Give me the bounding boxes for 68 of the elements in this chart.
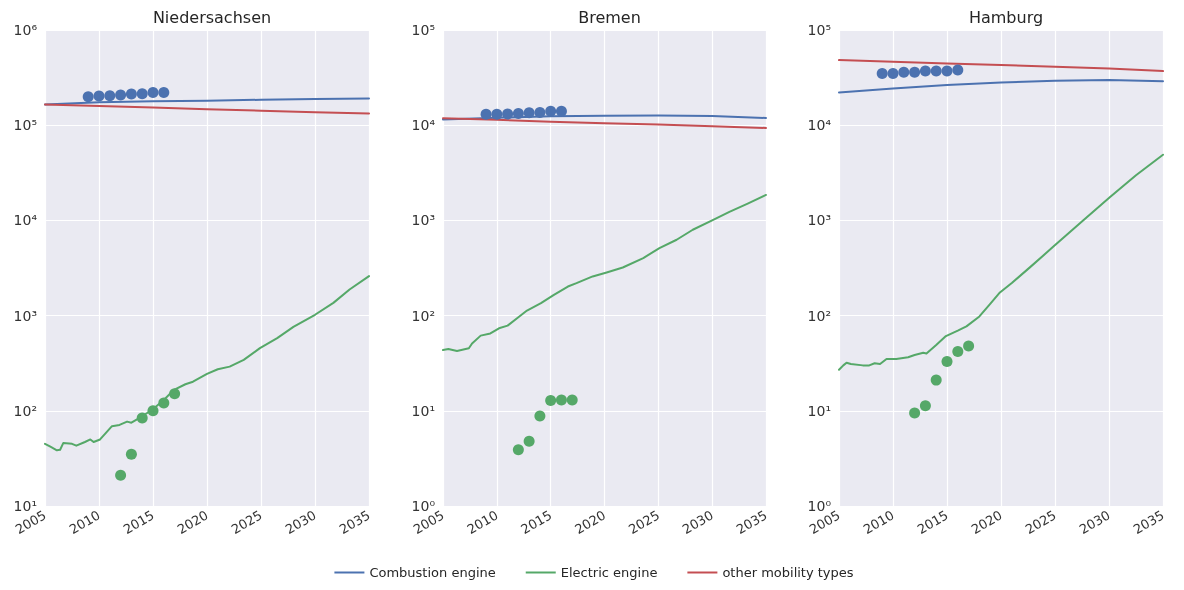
point xyxy=(919,400,931,412)
point xyxy=(169,388,181,400)
point xyxy=(115,89,127,101)
point xyxy=(952,64,964,76)
chart-title: Hamburg xyxy=(968,7,1044,27)
y-tick-label: 10³ xyxy=(411,212,435,229)
point xyxy=(136,412,148,424)
y-tick-label: 10² xyxy=(411,307,435,324)
line-series xyxy=(44,275,370,452)
point xyxy=(523,107,535,119)
y-tick-label: 10³ xyxy=(13,307,37,324)
point xyxy=(502,108,514,120)
y-tick-label: 10⁵ xyxy=(13,117,37,134)
point xyxy=(952,345,964,357)
point xyxy=(941,65,953,77)
point xyxy=(930,65,942,77)
y-tick-label: 10⁵ xyxy=(411,22,435,38)
point xyxy=(555,394,567,406)
chart-title: Niedersachsen xyxy=(152,7,272,27)
point xyxy=(104,90,116,102)
point xyxy=(480,108,492,120)
y-tick-label: 10⁴ xyxy=(13,212,38,229)
y-tick-label: 10³ xyxy=(807,212,831,229)
point xyxy=(512,444,524,456)
point xyxy=(158,397,170,409)
point xyxy=(876,67,888,79)
point xyxy=(93,90,105,102)
point xyxy=(555,105,567,117)
line-series xyxy=(442,193,767,352)
point xyxy=(158,86,170,98)
point xyxy=(898,66,910,78)
point xyxy=(545,105,557,117)
line-series xyxy=(44,103,370,115)
line-series xyxy=(838,79,1164,94)
point xyxy=(963,340,975,352)
point xyxy=(512,107,524,119)
point xyxy=(534,106,546,118)
line-series xyxy=(838,153,1164,371)
y-tick-label: 10¹ xyxy=(411,402,435,419)
y-tick-label: 10¹ xyxy=(807,402,831,419)
point xyxy=(136,88,148,100)
point xyxy=(491,108,503,120)
y-tick-label: 10² xyxy=(807,307,831,324)
y-tick-label: 10⁴ xyxy=(807,117,832,134)
point xyxy=(887,67,899,79)
point xyxy=(909,407,921,419)
point xyxy=(82,91,94,103)
legend-label: other mobility types xyxy=(722,565,854,580)
point xyxy=(930,374,942,386)
y-tick-label: 10² xyxy=(13,402,37,419)
point xyxy=(125,448,137,460)
y-tick-label: 10⁴ xyxy=(411,117,436,134)
point xyxy=(147,86,159,98)
point xyxy=(115,469,127,481)
point xyxy=(125,88,137,100)
point xyxy=(919,65,931,77)
point xyxy=(941,355,953,367)
point xyxy=(534,410,546,422)
legend-label: Combustion engine xyxy=(369,565,496,580)
point xyxy=(909,66,921,78)
point xyxy=(566,394,578,406)
point xyxy=(545,395,557,407)
chart-title: Bremen xyxy=(578,7,641,27)
legend-label: Electric engine xyxy=(560,565,658,580)
y-tick-label: 10⁵ xyxy=(807,22,831,38)
point xyxy=(523,435,535,447)
y-tick-label: 10⁶ xyxy=(13,22,38,38)
point xyxy=(147,405,159,417)
